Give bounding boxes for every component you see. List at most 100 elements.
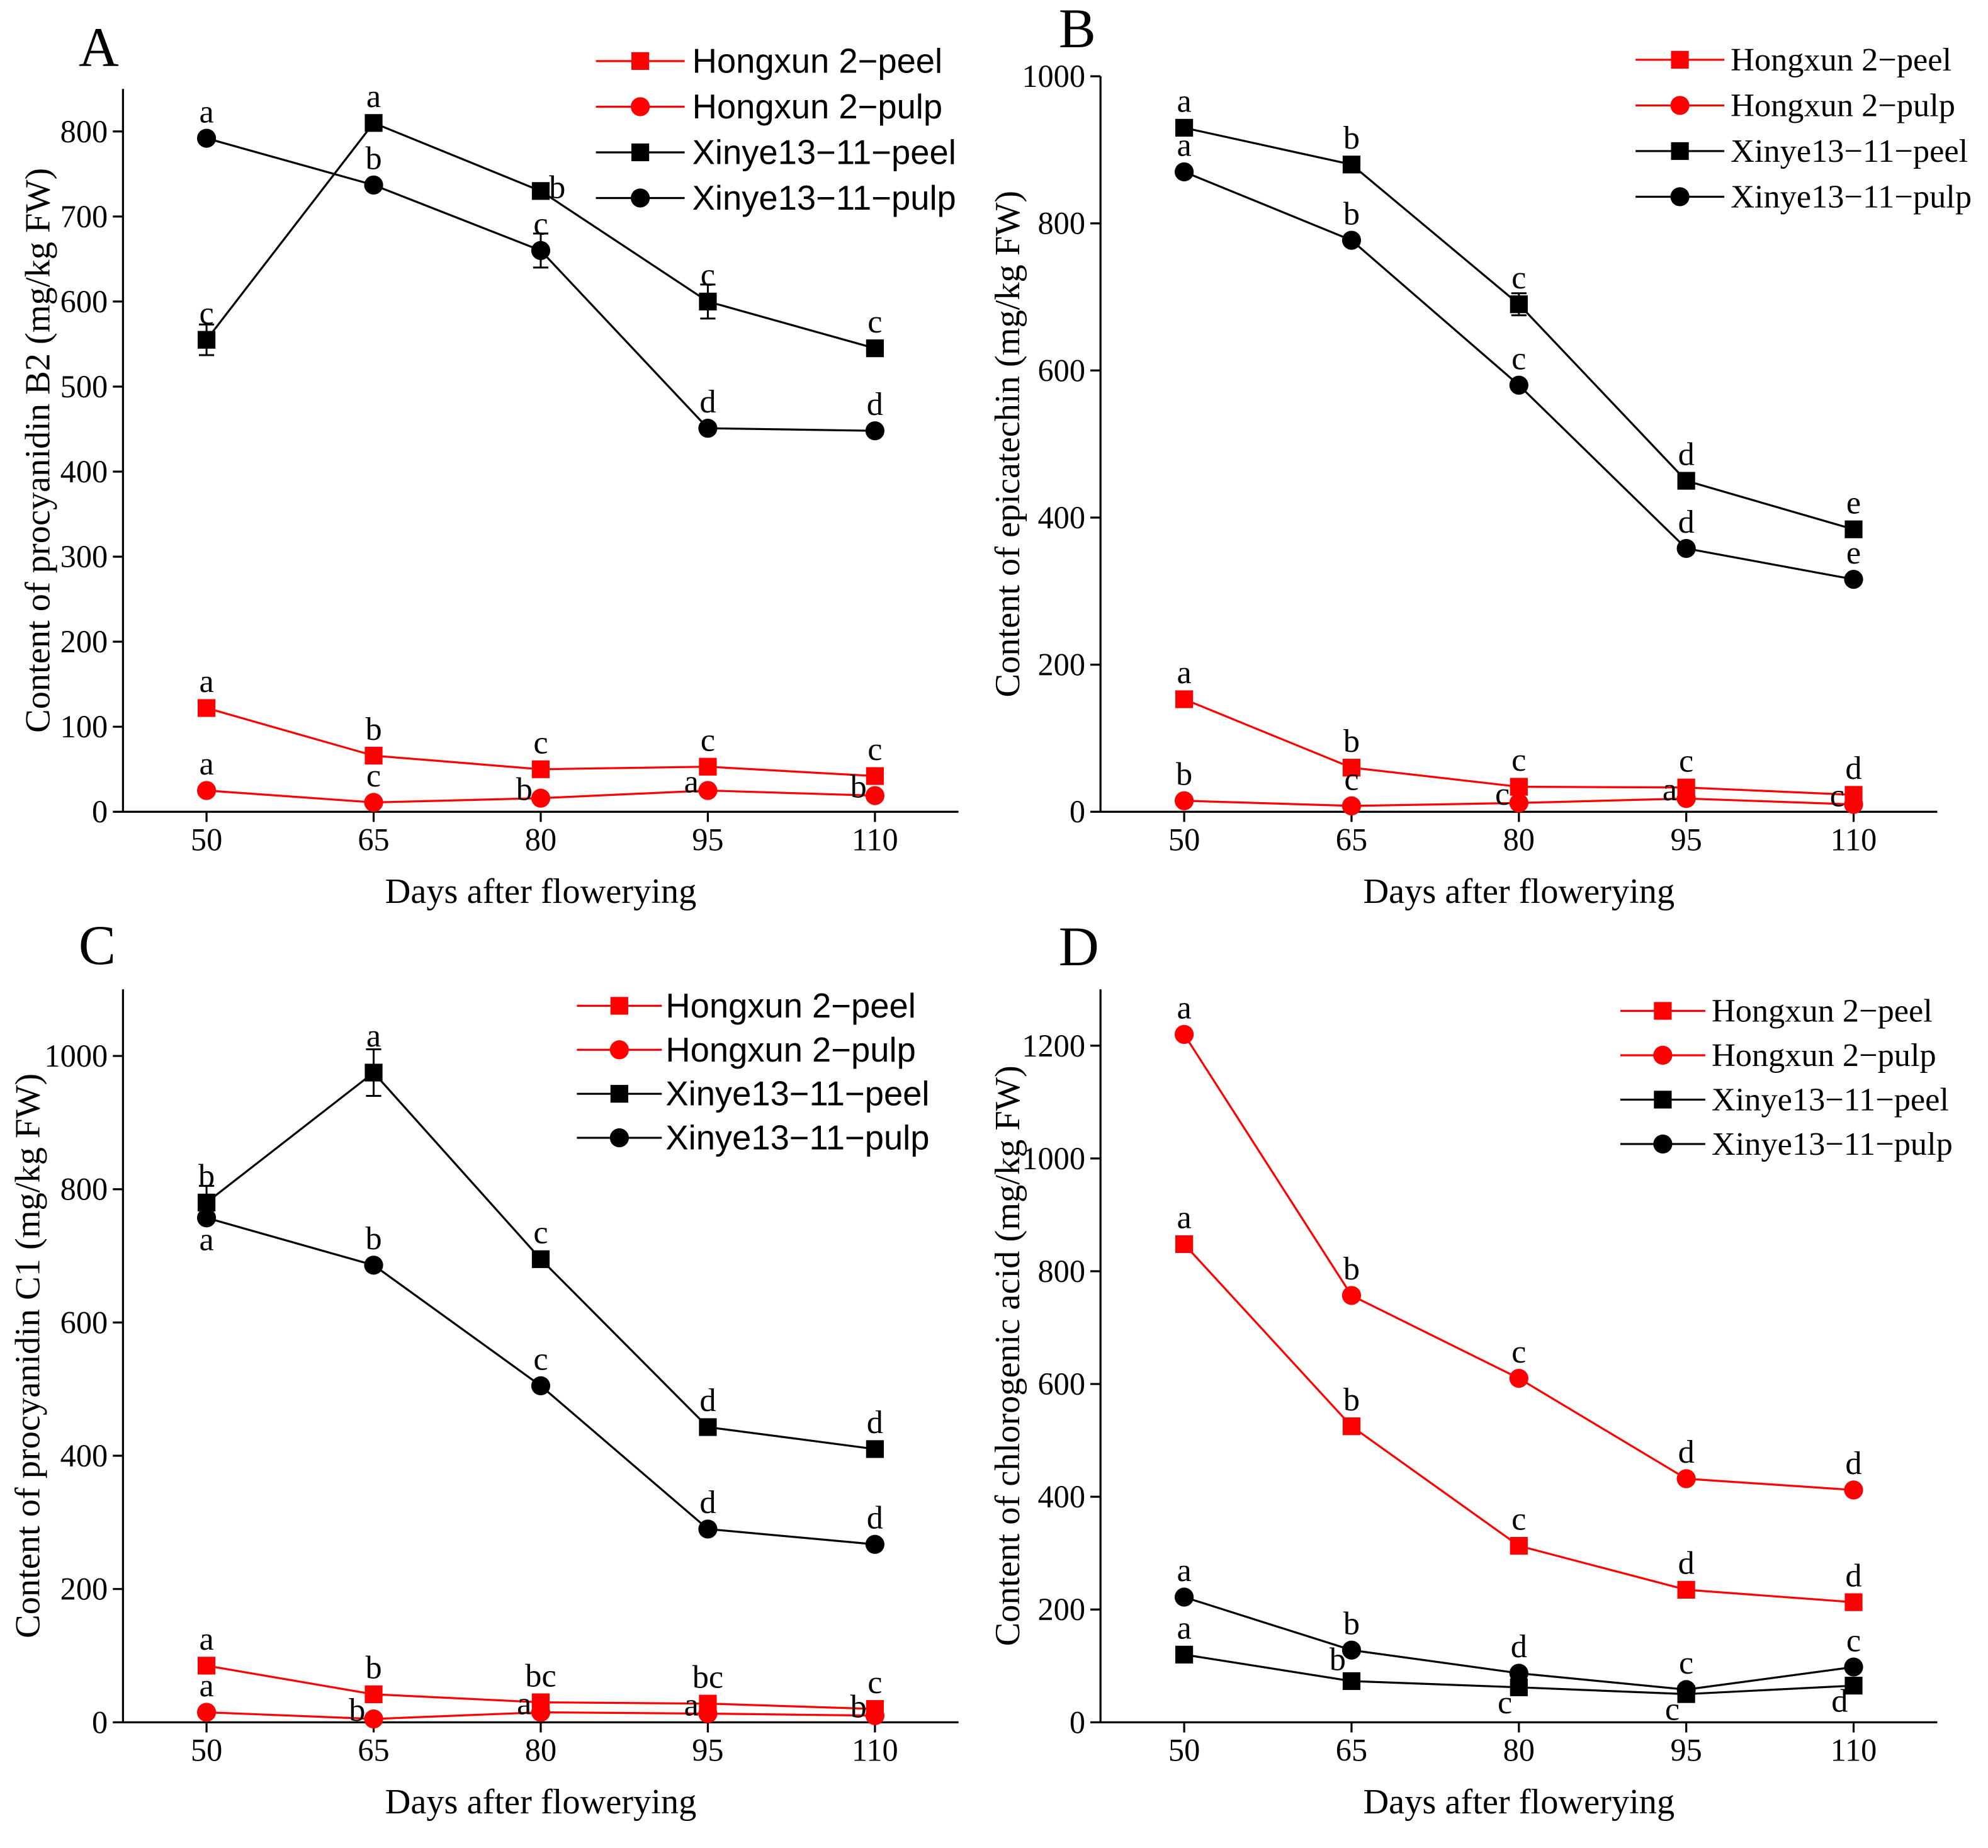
significance-letter: c	[1511, 1334, 1526, 1370]
y-tick-label: 200	[1037, 1592, 1085, 1627]
significance-letter: d	[1678, 1434, 1695, 1470]
significance-letter: a	[1177, 127, 1191, 164]
y-tick-label: 400	[1037, 1479, 1085, 1514]
panel-a-procyanidin-b2: A 0 100 200 300 400 500 600 700 800 50 65 80 95 110 Day…	[18, 17, 959, 911]
legend-entry: Xinye13−11−pulp	[577, 1119, 930, 1157]
legend-entry: Xinye13−11−peel	[1635, 133, 1968, 169]
significance-letter: b	[365, 1220, 381, 1257]
significance-letter: b	[1343, 195, 1360, 232]
data-point-square	[1844, 1593, 1863, 1611]
panel-c-procyanidin-c1: C 0 200 400 600 800 1000 50 65 80 95 110 Days after …	[8, 915, 959, 1822]
x-axis-title: Days after flowerying	[1363, 1783, 1675, 1822]
significance-letter: b	[365, 711, 381, 747]
legend-label: Hongxun 2−pulp	[665, 1031, 915, 1069]
significance-letter: b	[198, 1158, 215, 1194]
data-point-square	[1342, 1672, 1361, 1691]
significance-letter: d	[1831, 1682, 1848, 1719]
significance-letter: c	[1511, 742, 1526, 778]
data-point-circle	[531, 788, 551, 808]
significance-letter: c	[1511, 1501, 1526, 1538]
data-point-square	[1677, 1580, 1695, 1599]
significance-letter: e	[1846, 484, 1861, 521]
y-tick-label: 500	[60, 369, 108, 404]
significance-letter: d	[1511, 1628, 1527, 1665]
data-point-circle	[1844, 1480, 1863, 1500]
significance-letter: b	[1343, 723, 1360, 759]
significance-letter: bc	[525, 1657, 556, 1694]
data-point-circle	[698, 419, 718, 438]
significance-letter: a	[517, 1685, 531, 1721]
data-point-square	[364, 1063, 383, 1082]
series-hongxun-2-peel: abc c d	[1175, 654, 1863, 804]
y-tick-label: 800	[60, 1172, 108, 1207]
axes: 0 100 200 300 400 500 600 700 800 50 65 80 95 110 Days…	[18, 89, 959, 911]
y-tick-label: 1000	[1022, 1141, 1085, 1176]
y-tick-label: 1000	[1022, 59, 1085, 94]
significance-letter: b	[1343, 1250, 1360, 1287]
data-point-circle	[1844, 795, 1863, 814]
significance-letter: d	[1678, 504, 1695, 540]
data-point-square	[866, 339, 884, 358]
data-point-square	[1510, 1536, 1528, 1555]
legend-marker-circle	[609, 1040, 629, 1060]
legend-marker-square	[1671, 50, 1689, 69]
legend-marker-square	[631, 143, 650, 162]
data-point-circle	[698, 781, 718, 800]
data-point-circle	[1174, 1024, 1194, 1044]
significance-letter: d	[867, 386, 883, 422]
significance-letter: a	[199, 93, 213, 130]
significance-letter: b	[1176, 756, 1192, 792]
y-tick-label: 200	[60, 624, 108, 659]
significance-letter: d	[1678, 1545, 1695, 1582]
legend-marker-square	[610, 1085, 628, 1103]
data-point-square	[1844, 1677, 1863, 1695]
significance-letter: e	[1846, 535, 1861, 571]
axes: 0 200 400 600 800 1000 1200 50 65 80 95 110 Days aft…	[988, 989, 1938, 1822]
data-point-circle	[865, 1706, 884, 1725]
data-point-square	[531, 182, 550, 200]
legend-label: Xinye13−11−pulp	[1731, 178, 1972, 215]
data-point-square	[1175, 1645, 1194, 1664]
legend-entry: Xinye13−11−peel	[1620, 1081, 1949, 1118]
significance-letter: c	[1511, 259, 1526, 296]
legend-label: Xinye13−11−pulp	[665, 1119, 929, 1157]
legend: Hongxun 2−peel Hongxun 2−pulp Xinye13−11−p…	[596, 42, 956, 217]
data-point-square	[1342, 1417, 1361, 1436]
x-axis-title: Days after flowerying	[1363, 872, 1675, 911]
legend: Hongxun 2−peel Hongxun 2−pulp Xinye13−11−p…	[1635, 42, 1972, 215]
y-tick-label: 600	[60, 1305, 108, 1340]
legend-marker-circle	[1653, 1134, 1673, 1154]
data-point-square	[197, 1657, 216, 1675]
data-point-circle	[531, 1703, 551, 1722]
x-tick-label: 95	[692, 822, 723, 858]
data-point-square	[866, 1440, 884, 1458]
x-tick-label: 110	[1831, 822, 1877, 858]
significance-letter: b	[1343, 120, 1360, 156]
x-tick-label: 110	[852, 822, 898, 858]
legend-label: Xinye13−11−pulp	[1712, 1126, 1953, 1162]
data-point-circle	[1509, 793, 1528, 813]
significance-letter: a	[1663, 771, 1677, 808]
significance-letter: c	[1511, 340, 1526, 377]
data-point-square	[197, 331, 216, 349]
data-point-circle	[196, 1208, 217, 1228]
legend-label: Hongxun 2−peel	[1731, 42, 1951, 78]
legend-marker-circle	[609, 1128, 629, 1148]
significance-letter: a	[1177, 83, 1191, 120]
legend-label: Xinye13−11−peel	[692, 133, 956, 171]
y-tick-label: 400	[60, 1438, 108, 1473]
x-tick-label: 110	[1831, 1733, 1877, 1768]
significance-letter: d	[699, 1382, 716, 1419]
significance-letter: a	[366, 1018, 381, 1054]
y-tick-label: 800	[1037, 1254, 1085, 1289]
y-tick-label: 200	[1037, 647, 1085, 683]
legend-entry: Hongxun 2−pulp	[1620, 1037, 1936, 1074]
legend-entry: Hongxun 2−pulp	[1635, 87, 1955, 123]
significance-letter: b	[850, 1689, 867, 1725]
x-axis-title: Days after flowerying	[385, 872, 697, 911]
x-tick-label: 110	[852, 1733, 898, 1768]
significance-letter: b	[365, 140, 381, 177]
data-point-circle	[1341, 1286, 1362, 1305]
